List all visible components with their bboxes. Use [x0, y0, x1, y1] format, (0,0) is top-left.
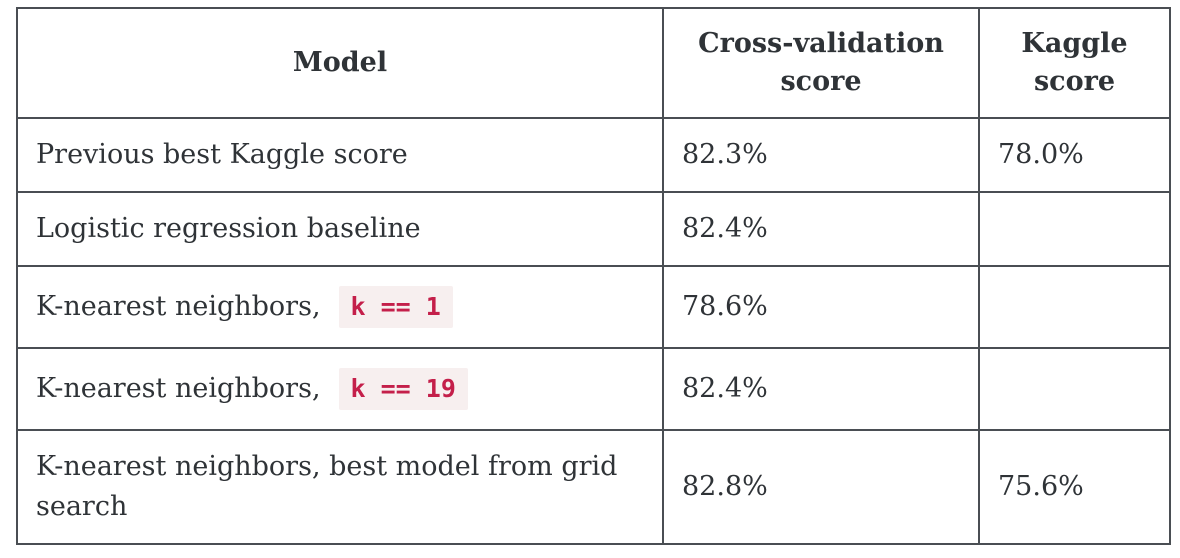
kaggle-score-cell: 75.6%: [978, 429, 1171, 545]
cv-score-cell: 78.6%: [662, 265, 980, 349]
results-table: Model Cross-validation score Kaggle scor…: [16, 7, 1171, 545]
model-name: K-nearest neighbors,: [36, 291, 321, 322]
model-cell: K-nearest neighbors, k == 19: [16, 347, 664, 431]
kaggle-score-cell: [978, 265, 1171, 349]
model-name: K-nearest neighbors, best model from gri…: [36, 451, 618, 522]
cv-score-cell: 82.4%: [662, 347, 980, 431]
header-row: Model Cross-validation score Kaggle scor…: [16, 7, 1171, 119]
table-row: K-nearest neighbors, k == 1 78.6%: [16, 265, 1171, 349]
model-name: Logistic regression baseline: [36, 213, 421, 244]
table-row: Previous best Kaggle score 82.3% 78.0%: [16, 117, 1171, 193]
header-kaggle-score: Kaggle score: [978, 7, 1171, 119]
table-row: K-nearest neighbors, k == 19 82.4%: [16, 347, 1171, 431]
model-cell: K-nearest neighbors, best model from gri…: [16, 429, 664, 545]
model-cell: Logistic regression baseline: [16, 191, 664, 267]
kaggle-score-cell: [978, 191, 1171, 267]
table-row: K-nearest neighbors, best model from gri…: [16, 429, 1171, 545]
header-cv-score: Cross-validation score: [662, 7, 980, 119]
model-cell: K-nearest neighbors, k == 1: [16, 265, 664, 349]
kaggle-score-cell: 78.0%: [978, 117, 1171, 193]
model-name: Previous best Kaggle score: [36, 139, 408, 170]
results-table-container: Model Cross-validation score Kaggle scor…: [16, 7, 1171, 545]
cv-score-cell: 82.8%: [662, 429, 980, 545]
header-model: Model: [16, 7, 664, 119]
kaggle-score-cell: [978, 347, 1171, 431]
cv-score-cell: 82.3%: [662, 117, 980, 193]
cv-score-cell: 82.4%: [662, 191, 980, 267]
code-snippet: k == 19: [338, 368, 468, 410]
table-row: Logistic regression baseline 82.4%: [16, 191, 1171, 267]
model-name: K-nearest neighbors,: [36, 373, 321, 404]
code-snippet: k == 1: [338, 286, 453, 328]
model-cell: Previous best Kaggle score: [16, 117, 664, 193]
